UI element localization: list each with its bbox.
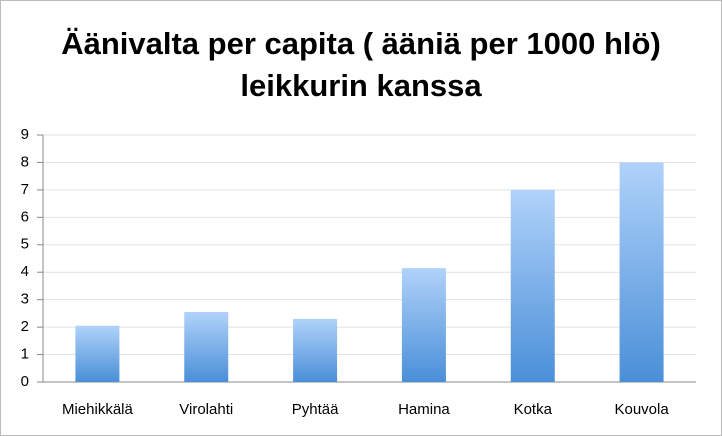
- y-tick-label: 4: [21, 263, 29, 280]
- x-tick-label: Hamina: [398, 401, 450, 418]
- x-tick-label: Pyhtää: [292, 401, 339, 418]
- bar: [510, 189, 555, 382]
- x-tick-label: Kotka: [514, 401, 553, 418]
- y-tick-label: 1: [21, 346, 29, 363]
- bar: [184, 312, 229, 382]
- bar: [75, 325, 120, 382]
- y-tick-label: 9: [21, 126, 29, 143]
- chart-title: Äänivalta per capita ( ääniä per 1000 hl…: [61, 26, 661, 103]
- y-tick-label: 6: [21, 208, 29, 225]
- y-tick-label: 5: [21, 236, 29, 253]
- y-tick-label: 0: [21, 373, 29, 390]
- x-tick-label: Kouvola: [614, 401, 669, 418]
- y-tick-label: 7: [21, 181, 29, 198]
- bar: [293, 318, 338, 382]
- y-tick-label: 8: [21, 153, 29, 170]
- x-tick-label: Virolahti: [179, 401, 233, 418]
- bar: [401, 268, 446, 382]
- x-tick-label: Miehikkälä: [62, 401, 134, 418]
- y-tick-label: 2: [21, 318, 29, 335]
- y-tick-label: 3: [21, 291, 29, 308]
- bar: [619, 162, 664, 382]
